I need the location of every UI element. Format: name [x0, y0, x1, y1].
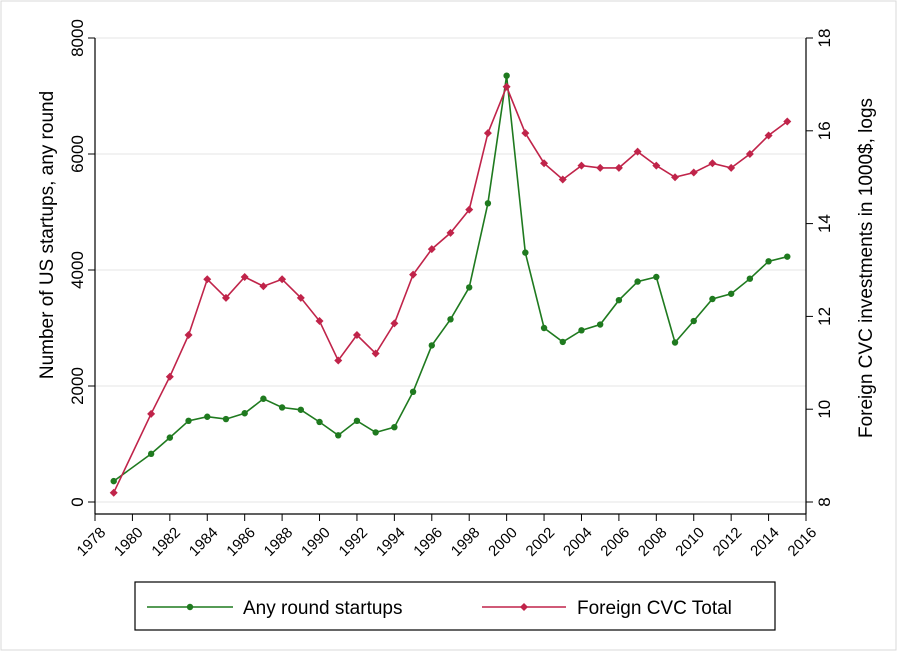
y-right-tick-label: 12: [815, 307, 834, 326]
series-0-point: [110, 477, 117, 485]
series-0-point: [596, 321, 604, 328]
y-right-tick-label: 16: [815, 121, 834, 140]
series-0-point: [372, 429, 379, 436]
series-1-point: [315, 317, 324, 326]
series-1-point: [203, 275, 212, 284]
series-0-point: [671, 339, 679, 346]
series-0-point: [540, 324, 548, 332]
series-1-point: [184, 330, 193, 339]
series-1-point: [278, 275, 287, 284]
series-0-point: [727, 290, 735, 297]
legend-marker-any-round-startups: [186, 603, 194, 611]
series-0-point: [278, 404, 286, 411]
series-0-point: [166, 434, 174, 441]
series-0-point: [447, 316, 454, 323]
series-1-point: [465, 205, 474, 214]
series-1-point: [109, 488, 118, 497]
y-left-tick-label: 8000: [68, 19, 87, 57]
series-0-point: [578, 327, 585, 334]
series-1-point: [390, 319, 399, 328]
series-1-point: [577, 161, 586, 170]
series-1-point: [783, 117, 792, 126]
series-0-point: [784, 253, 791, 260]
y-right-tick-label: 10: [815, 400, 834, 419]
series-0-point: [260, 395, 267, 402]
series-0-point: [222, 415, 230, 423]
series-1-point: [352, 330, 361, 339]
series-1-point: [427, 245, 436, 254]
series-1-point: [633, 147, 642, 156]
series-0-point: [653, 273, 660, 281]
series-0-point: [297, 406, 305, 413]
legend: Any round startups Foreign CVC Total: [134, 581, 776, 631]
series-0-point: [147, 450, 155, 458]
series-1-point: [334, 356, 343, 365]
grid-lines: [95, 37, 806, 503]
series-1-point: [483, 129, 492, 138]
series-1-point: [371, 349, 380, 358]
legend-label-any-round-startups: Any round startups: [243, 598, 402, 619]
series-1-point: [221, 293, 230, 302]
series-0-point: [204, 413, 211, 420]
series-1-point: [614, 163, 623, 172]
y-right-axis-title: Foreign CVC investments in 1000$, logs: [856, 98, 877, 438]
series-1-point: [502, 82, 511, 91]
series-0-point: [690, 317, 697, 325]
series-0-point: [634, 278, 641, 285]
series-1-point: [727, 163, 736, 172]
series-1-point: [745, 150, 754, 158]
series-0-point: [353, 417, 361, 424]
series-1-point: [671, 173, 680, 182]
series-0-point: [185, 417, 192, 424]
y-right-tick-label: 14: [815, 214, 834, 233]
series-0-point: [316, 418, 323, 426]
y-left-axis-title: Number of US startups, any round: [37, 91, 58, 379]
series-1-point: [409, 270, 418, 279]
y-left-tick-label: 0: [68, 497, 87, 506]
series-1-point: [296, 293, 305, 302]
series-1-point: [147, 409, 156, 418]
series-1-point: [165, 372, 174, 381]
series-1-point: [446, 228, 455, 237]
series-0-point: [615, 296, 623, 304]
series-1-point: [764, 131, 773, 140]
series-0-point: [503, 72, 510, 79]
series-0-point: [428, 342, 435, 349]
series-0-point: [335, 432, 342, 439]
series-0-point: [484, 200, 492, 207]
series-0-point: [709, 295, 716, 303]
series-1-point: [540, 159, 549, 168]
legend-label-foreign-cvc-total: Foreign CVC Total: [577, 598, 732, 619]
y-right-tick-label: 8: [815, 497, 834, 506]
series-1-point: [689, 168, 698, 177]
series-1-point: [240, 272, 249, 281]
series-1-point: [259, 282, 268, 291]
series-1-point: [558, 175, 567, 184]
series-0-point: [241, 410, 248, 417]
series-0-point: [391, 423, 398, 431]
series-0-point: [522, 249, 529, 256]
series-0-point: [765, 258, 772, 265]
legend-box: [134, 581, 776, 631]
series-0-point: [409, 388, 417, 395]
axes: [88, 37, 813, 521]
series-0-point: [559, 338, 566, 346]
series-1-point: [652, 161, 661, 170]
y-left-tick-label: 2000: [68, 367, 87, 405]
series-1-point: [521, 129, 530, 138]
series-1-point: [596, 163, 605, 172]
y-right-tick-label: 18: [815, 29, 834, 48]
series-1-point: [708, 159, 717, 168]
series-line-0: [113, 75, 788, 482]
y-left-tick-label: 6000: [68, 135, 87, 173]
legend-marker-foreign-cvc-total: [520, 603, 528, 611]
series-0-point: [746, 275, 754, 282]
series-lines: [109, 72, 792, 497]
series-0-point: [466, 284, 473, 291]
y-left-tick-label: 4000: [68, 251, 87, 289]
